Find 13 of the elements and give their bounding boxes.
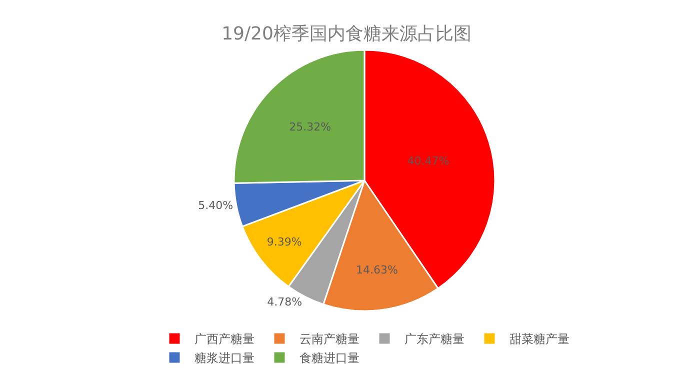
data-label: 14.63%	[356, 264, 398, 277]
data-label: 5.40%	[198, 198, 234, 212]
legend-label: 糖浆进口量	[194, 351, 254, 366]
data-label: 40.47%	[407, 154, 450, 168]
legend-label: 云南产糖量	[300, 332, 360, 346]
data-label: 4.78%	[267, 295, 302, 308]
legend-label: 广西产糖量	[194, 332, 254, 346]
legend-label: 甜菜糖产量	[510, 332, 570, 346]
legend-label: 广东产糖量	[404, 332, 464, 346]
chart-title: 19/20榨季国内食糖来源占比图	[222, 23, 472, 44]
data-label: 25.32%	[289, 120, 332, 134]
data-label: 9.39%	[266, 236, 302, 249]
legend-label: 食糖进口量	[300, 351, 360, 366]
